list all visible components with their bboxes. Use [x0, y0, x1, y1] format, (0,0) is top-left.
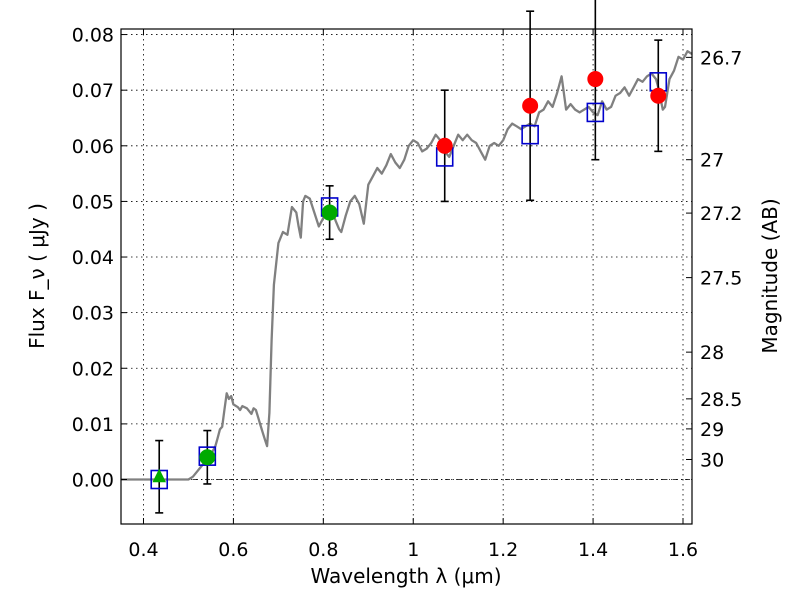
mag-tick-label: 26.7 [700, 47, 742, 69]
y-tick-label: 0.00 [72, 470, 114, 492]
y-tick-label: 0.05 [72, 191, 114, 213]
model-photometry-square [521, 124, 539, 145]
observed-circle-marker [199, 449, 216, 466]
observed-circle-marker [436, 137, 453, 154]
y-tick-labels: 0.00 0.01 0.02 0.03 0.04 0.05 0.06 0.07 0.08 [72, 25, 114, 492]
x-tick-label: 1.4 [578, 539, 608, 561]
plot-frame [120, 28, 693, 525]
y-tick-label: 0.02 [72, 358, 114, 380]
mag-tick-label: 27.2 [700, 203, 742, 225]
mag-tick-label: 28 [700, 342, 724, 364]
x-tick-label: 1.6 [668, 539, 698, 561]
observed-circle-marker [650, 87, 667, 104]
x-axis-title: Wavelength λ (μm) [310, 564, 501, 588]
x-tick-label: 0.4 [128, 539, 158, 561]
error-bars [155, 0, 663, 514]
mag-tick-label: 28.5 [700, 389, 742, 411]
observed-circle-marker [587, 71, 604, 88]
observed-circle-marker [522, 97, 539, 114]
magnitude-tick-labels: 26.7 27 27.2 27.5 28 28.5 29 30 [700, 47, 742, 471]
y-tick-label: 0.01 [72, 414, 114, 436]
model-photometry-square [586, 102, 605, 123]
mag-tick-label: 27.5 [700, 268, 742, 290]
y-axis-title: Flux F_ν ( μJy ) [25, 203, 49, 349]
mag-tick-label: 30 [700, 449, 724, 471]
model-photometry-markers [150, 72, 668, 490]
observed-circle-marker [321, 204, 338, 221]
axis-ticks [121, 29, 692, 524]
x-tick-label: 0.8 [308, 539, 338, 561]
right-axis-title: Magnitude (AB) [758, 198, 782, 353]
observed-markers [152, 71, 667, 483]
spectrum-line [121, 50, 693, 481]
x-tick-label: 0.6 [218, 539, 248, 561]
observed-triangle-marker [152, 468, 167, 483]
model-spectrum [121, 50, 693, 481]
y-tick-label: 0.04 [72, 247, 114, 269]
y-tick-label: 0.03 [72, 303, 114, 325]
x-tick-label: 1.2 [488, 539, 518, 561]
mag-tick-label: 27 [700, 150, 724, 172]
grid-lines [121, 29, 692, 524]
y-tick-label: 0.07 [72, 80, 114, 102]
x-tick-labels: 0.4 0.6 0.8 1 1.2 1.4 1.6 [128, 539, 698, 561]
x-tick-label: 1 [407, 539, 419, 561]
y-tick-label: 0.06 [72, 136, 114, 158]
y-tick-label: 0.08 [72, 25, 114, 47]
mag-tick-label: 29 [700, 419, 724, 441]
